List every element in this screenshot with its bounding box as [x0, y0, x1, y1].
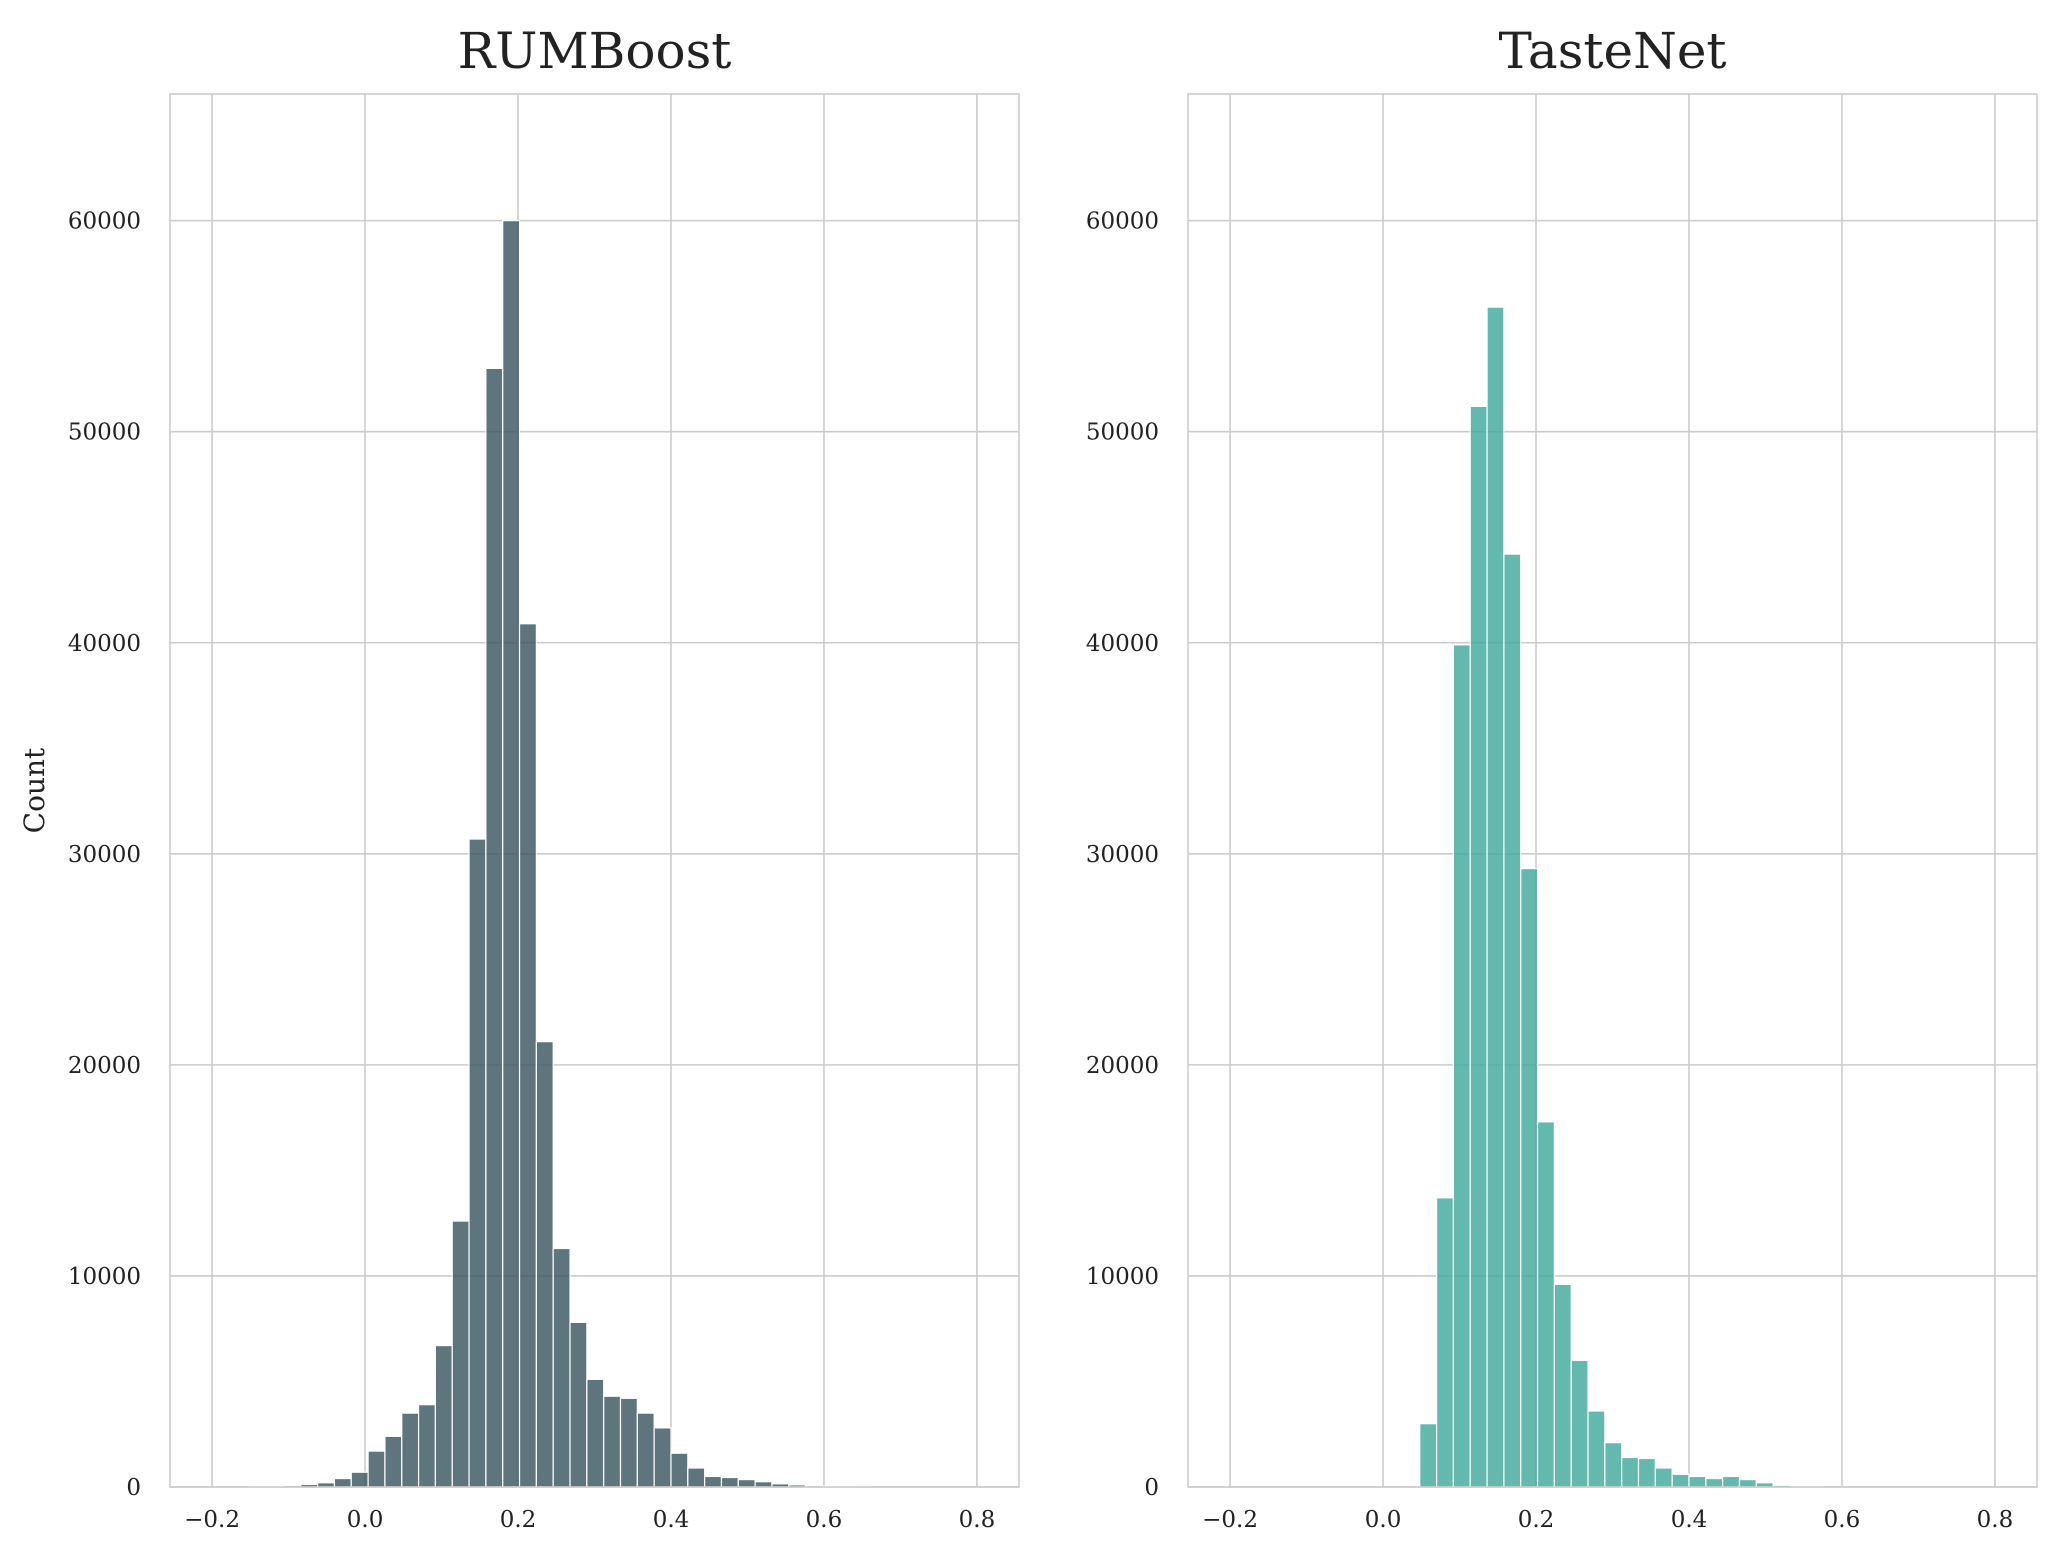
histogram-bar	[1570, 1359, 1589, 1488]
histogram-bar	[518, 623, 537, 1488]
histogram-bar	[586, 1378, 605, 1488]
histogram-bar	[1435, 1197, 1455, 1488]
histogram-bar	[1469, 405, 1488, 1488]
histogram-bar	[1654, 1467, 1673, 1488]
y-tick-label: 30000	[1086, 842, 1159, 868]
y-tick-label: 60000	[1086, 209, 1159, 235]
x-tick-label: 0.0	[347, 1507, 384, 1533]
x-tick-label: 0.6	[1824, 1507, 1861, 1533]
histogram-bar	[1419, 1423, 1438, 1488]
chart-panel-1: −0.2 0.0 0.2 0.4 0.6 0.8 0 10000 20000 30000 40000…	[18, 22, 1020, 1533]
histogram-bar	[434, 1344, 453, 1488]
histogram-bar	[1688, 1475, 1707, 1488]
histogram-bar	[401, 1412, 420, 1488]
x-tick-label: 0.2	[1518, 1507, 1555, 1533]
histogram-bar	[636, 1412, 655, 1488]
y-tick-label: 10000	[68, 1264, 141, 1290]
histogram-bar	[1604, 1442, 1623, 1488]
y-tick-label: 10000	[1086, 1264, 1159, 1290]
y-tick-label: 40000	[1086, 631, 1159, 657]
y-tick-label: 40000	[68, 631, 141, 657]
y-tick-label: 20000	[68, 1053, 141, 1079]
y-tick-label: 50000	[1086, 420, 1159, 446]
histogram-bar	[1705, 1477, 1724, 1488]
axes-frame	[1187, 93, 2038, 1488]
histogram-bar	[502, 220, 521, 1488]
histogram-bar	[1503, 553, 1522, 1488]
histogram-bar	[552, 1247, 571, 1488]
x-tick-label: 0.4	[1671, 1507, 1708, 1533]
histogram-bar	[619, 1397, 638, 1488]
histogram-bar	[333, 1477, 352, 1488]
x-tick-label: 0.0	[1365, 1507, 1402, 1533]
histogram-bar	[1671, 1473, 1690, 1488]
chart-panel-2: −0.2 0.0 0.2 0.4 0.6 0.8 0 10000 20000 30000 40000…	[1086, 22, 2038, 1533]
histogram-bar	[670, 1452, 689, 1488]
histogram-bar	[535, 1041, 554, 1488]
histogram-bar	[1486, 306, 1505, 1488]
histogram-bar	[350, 1471, 369, 1488]
histogram-bar	[1587, 1410, 1606, 1488]
histogram-bar	[1553, 1283, 1572, 1488]
y-tick-label: 0	[126, 1475, 141, 1501]
histogram-bar	[1536, 1121, 1555, 1488]
histogram-bar	[687, 1467, 706, 1488]
x-tick-label: 0.2	[500, 1507, 537, 1533]
histogram-bar	[653, 1427, 672, 1488]
x-tick-label: 0.8	[959, 1507, 996, 1533]
histogram-bar	[603, 1395, 622, 1488]
y-axis-label: Count	[18, 747, 51, 833]
histogram-bar	[1722, 1475, 1741, 1488]
x-tick-label: 0.8	[1977, 1507, 2014, 1533]
histogram-bar	[468, 838, 487, 1488]
histogram-bar	[1637, 1457, 1656, 1488]
histogram-bar	[384, 1435, 403, 1488]
y-tick-label: 30000	[68, 842, 141, 868]
histogram-bar	[737, 1479, 756, 1488]
histogram-bar	[1452, 644, 1471, 1488]
chart-title: RUMBoost	[458, 22, 732, 80]
chart-title: TasteNet	[1498, 22, 1726, 80]
y-tick-label: 50000	[68, 420, 141, 446]
histogram-bar	[1621, 1456, 1640, 1488]
y-tick-label: 0	[1144, 1475, 1159, 1501]
histogram-bar	[451, 1220, 470, 1488]
histogram-bar	[1520, 867, 1539, 1488]
x-tick-label: −0.2	[1202, 1507, 1258, 1533]
y-tick-label: 60000	[68, 209, 141, 235]
y-tick-label: 20000	[1086, 1053, 1159, 1079]
histogram-bar	[720, 1476, 739, 1488]
histogram-bar	[704, 1475, 723, 1488]
x-tick-label: 0.4	[653, 1507, 690, 1533]
histogram-bar	[417, 1404, 437, 1488]
histogram-bar	[485, 367, 504, 1488]
axes-frame	[169, 93, 1020, 1488]
x-tick-label: 0.6	[806, 1507, 843, 1533]
x-tick-label: −0.2	[184, 1507, 240, 1533]
histogram-bar	[569, 1321, 588, 1488]
histogram-bar	[1738, 1479, 1757, 1488]
histogram-bar	[367, 1450, 386, 1488]
